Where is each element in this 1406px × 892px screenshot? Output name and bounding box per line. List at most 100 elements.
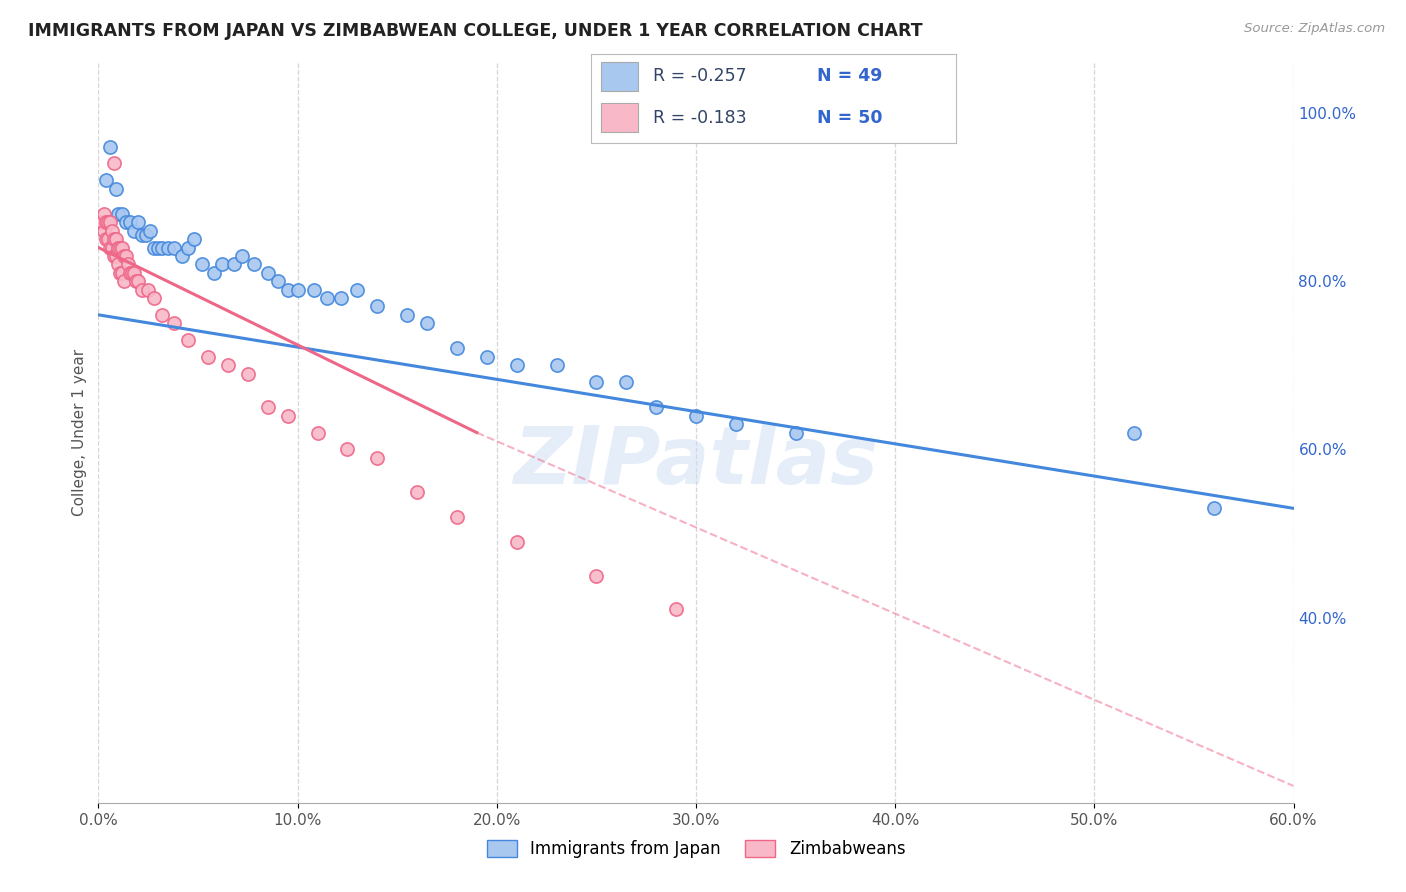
Point: [98, 240, 122, 255]
Point: [112, 249, 135, 263]
Y-axis label: College, Under 1 year: College, Under 1 year: [72, 349, 87, 516]
Point: [366, 450, 388, 465]
Point: [107, 207, 129, 221]
Point: [177, 240, 200, 255]
Point: [101, 240, 124, 255]
Point: [115, 249, 138, 263]
Point: [396, 308, 419, 322]
Point: [163, 240, 186, 255]
Point: [111, 240, 134, 255]
Point: [231, 249, 253, 263]
Point: [105, 249, 128, 263]
Point: [157, 240, 180, 255]
Text: ZIPatlas: ZIPatlas: [513, 423, 879, 501]
Point: [127, 215, 149, 229]
Point: [120, 215, 142, 229]
Point: [101, 224, 124, 238]
Point: [217, 359, 239, 373]
Point: [98, 215, 122, 229]
Point: [277, 283, 299, 297]
FancyBboxPatch shape: [602, 103, 638, 132]
Point: [143, 240, 166, 255]
Text: R = -0.257: R = -0.257: [652, 67, 747, 85]
Point: [125, 274, 148, 288]
Point: [98, 139, 122, 153]
Point: [302, 283, 325, 297]
Point: [110, 240, 132, 255]
Point: [243, 257, 266, 271]
Point: [121, 266, 143, 280]
Legend: Immigrants from Japan, Zimbabweans: Immigrants from Japan, Zimbabweans: [479, 833, 912, 865]
Point: [96, 215, 118, 229]
Point: [475, 350, 498, 364]
Point: [150, 308, 173, 322]
Point: [91, 215, 114, 229]
Point: [110, 266, 132, 280]
Point: [191, 257, 214, 271]
Point: [93, 224, 115, 238]
Point: [111, 266, 134, 280]
Point: [139, 224, 162, 238]
Point: [287, 283, 309, 297]
Point: [197, 350, 219, 364]
Point: [277, 409, 299, 423]
Point: [127, 274, 149, 288]
Point: [97, 232, 120, 246]
Point: [236, 367, 259, 381]
Point: [136, 283, 159, 297]
Text: N = 50: N = 50: [817, 109, 883, 127]
Point: [97, 215, 120, 229]
Point: [585, 568, 607, 582]
Text: R = -0.183: R = -0.183: [652, 109, 747, 127]
Point: [163, 316, 186, 330]
Point: [506, 359, 529, 373]
Point: [256, 401, 278, 415]
Point: [111, 207, 134, 221]
Text: IMMIGRANTS FROM JAPAN VS ZIMBABWEAN COLLEGE, UNDER 1 YEAR CORRELATION CHART: IMMIGRANTS FROM JAPAN VS ZIMBABWEAN COLL…: [28, 22, 922, 40]
Point: [256, 266, 278, 280]
Point: [211, 257, 233, 271]
Point: [148, 240, 170, 255]
Point: [366, 300, 388, 314]
Point: [546, 359, 568, 373]
Point: [107, 240, 129, 255]
Point: [96, 232, 118, 246]
Point: [1123, 425, 1146, 440]
Point: [172, 249, 194, 263]
Point: [131, 283, 153, 297]
Point: [724, 417, 747, 432]
Text: Source: ZipAtlas.com: Source: ZipAtlas.com: [1244, 22, 1385, 36]
Point: [222, 257, 245, 271]
Point: [177, 333, 200, 347]
Point: [336, 442, 359, 457]
FancyBboxPatch shape: [602, 62, 638, 91]
Point: [1202, 501, 1225, 516]
Point: [183, 232, 205, 246]
Point: [685, 409, 707, 423]
Text: N = 49: N = 49: [817, 67, 883, 85]
Point: [105, 232, 128, 246]
Point: [446, 509, 468, 524]
Point: [785, 425, 807, 440]
Point: [131, 227, 153, 242]
Point: [143, 291, 166, 305]
Point: [202, 266, 225, 280]
Point: [406, 484, 429, 499]
Point: [316, 291, 339, 305]
Point: [124, 224, 146, 238]
Point: [107, 257, 129, 271]
Point: [346, 283, 368, 297]
Point: [446, 342, 468, 356]
Point: [105, 181, 128, 195]
Point: [120, 266, 142, 280]
Point: [115, 215, 138, 229]
Point: [330, 291, 353, 305]
Point: [93, 207, 115, 221]
Point: [117, 257, 139, 271]
Point: [267, 274, 290, 288]
Point: [103, 249, 125, 263]
Point: [103, 232, 125, 246]
Point: [307, 425, 329, 440]
Point: [665, 602, 688, 616]
Point: [614, 375, 637, 389]
